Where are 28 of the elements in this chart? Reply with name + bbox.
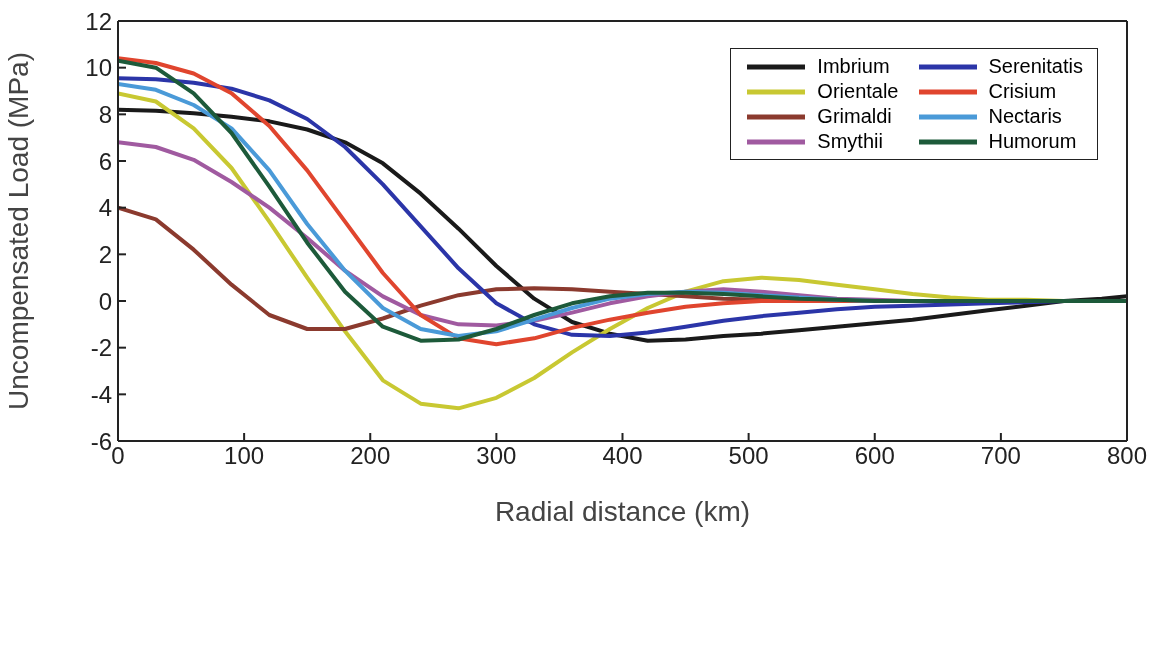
x-tick-label: 100: [224, 442, 265, 470]
x-tick-label: 500: [728, 442, 769, 470]
legend-label: Nectaris: [988, 105, 1062, 128]
legend-label: Serenitatis: [988, 55, 1083, 78]
y-tick-label: 10: [85, 54, 112, 82]
x-tick-label: 800: [1106, 442, 1148, 470]
y-tick-label: 2: [98, 240, 112, 268]
x-tick-label: 200: [350, 442, 391, 470]
y-tick-label: 0: [98, 287, 112, 315]
x-tick-label: 700: [980, 442, 1021, 470]
legend-label: Crisium: [988, 80, 1057, 103]
y-tick-label: 8: [98, 100, 112, 128]
y-tick-label: 4: [98, 194, 112, 222]
y-tick-label: -6: [90, 427, 112, 455]
y-tick-label: 6: [98, 147, 112, 175]
legend-label: Humorum: [988, 130, 1077, 153]
legend-label: Imbrium: [817, 55, 890, 78]
legend-label: Smythii: [817, 130, 883, 153]
x-tick-label: 300: [476, 442, 517, 470]
y-axis-title: Uncompensated Load (MPa): [2, 52, 34, 410]
x-axis-title: Radial distance (km): [494, 496, 751, 527]
x-tick-label: 400: [602, 442, 643, 470]
y-tick-label: -2: [90, 334, 112, 362]
y-tick-label: -4: [90, 380, 112, 408]
legend-label: Grimaldi: [817, 105, 892, 128]
x-tick-label: 600: [854, 442, 895, 470]
y-tick-label: 12: [85, 7, 112, 35]
legend-label: Orientale: [817, 80, 899, 103]
